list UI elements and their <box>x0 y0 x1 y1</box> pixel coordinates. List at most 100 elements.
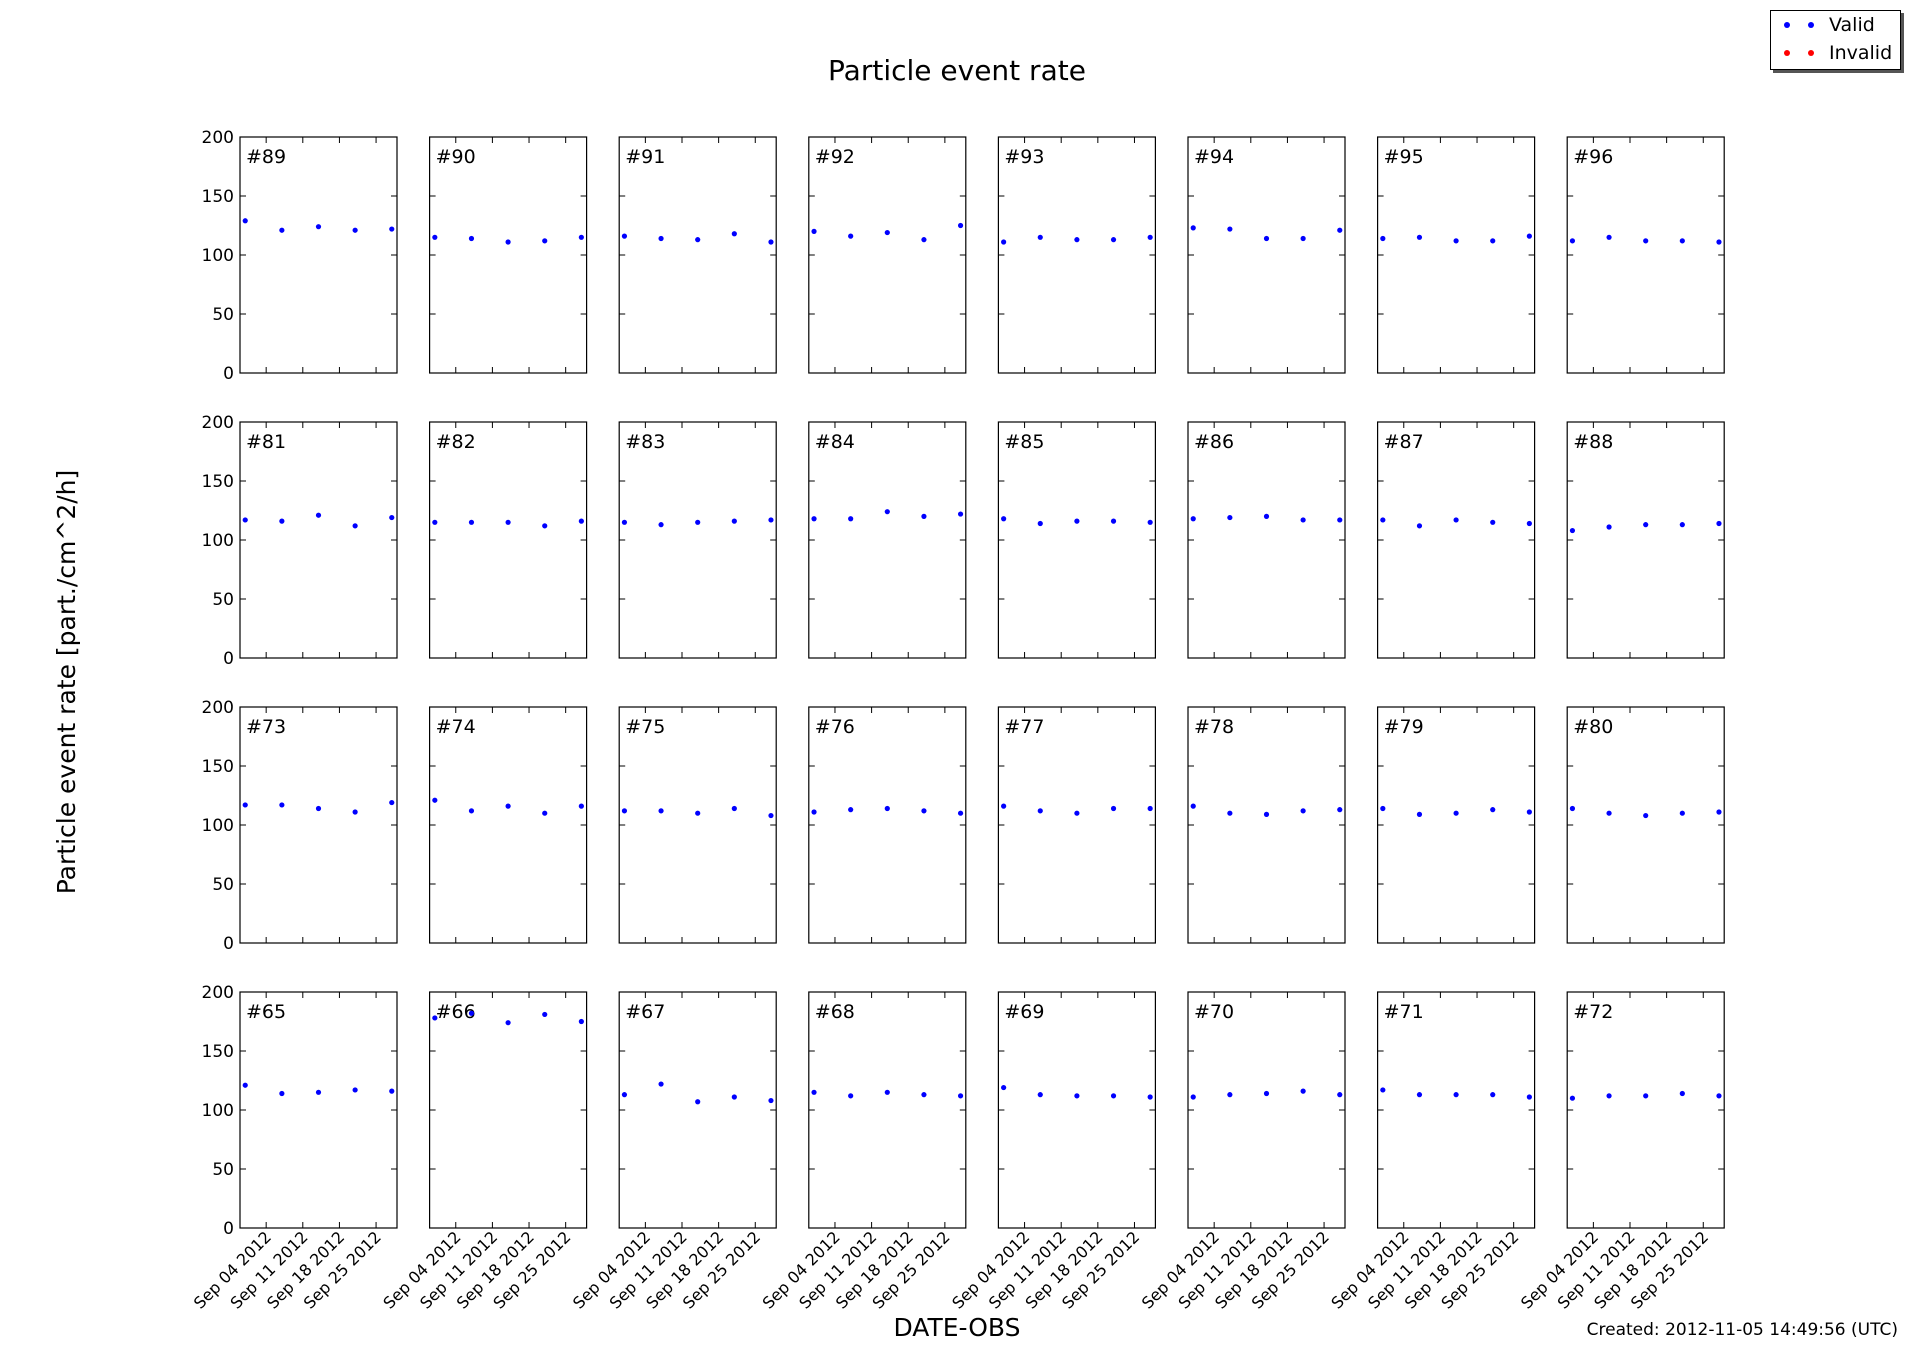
data-point <box>1453 1092 1459 1098</box>
created-timestamp: Created: 2012-11-05 14:49:56 (UTC) <box>1586 1320 1898 1340</box>
data-point <box>621 519 628 525</box>
panel-frame <box>239 421 398 659</box>
y-tick-label: 50 <box>212 590 234 610</box>
data-point <box>1526 809 1532 815</box>
panel-frame <box>618 991 777 1229</box>
panel-label: #84 <box>815 431 855 453</box>
data-point <box>468 808 475 814</box>
data-point <box>731 518 737 524</box>
panel: #85 <box>997 421 1157 659</box>
data-point <box>279 518 285 524</box>
panel: 0 50 100 150 200 #81 <box>202 413 398 669</box>
panel-label: #71 <box>1384 1001 1424 1023</box>
data-point <box>1337 807 1343 813</box>
panel: #95 <box>1376 136 1536 374</box>
data-point <box>1643 238 1649 244</box>
data-point <box>1110 237 1117 243</box>
data-point <box>242 802 248 808</box>
data-point <box>1643 812 1649 819</box>
panel-frame <box>1566 706 1725 944</box>
data-point <box>811 228 817 234</box>
y-tick-label: 100 <box>202 246 234 266</box>
x-axis-label: DATE-OBS <box>893 1313 1020 1342</box>
panel-label: #94 <box>1194 146 1234 168</box>
data-point <box>768 239 774 245</box>
panel: #75 <box>618 706 777 944</box>
panel-label: #88 <box>1573 431 1613 453</box>
data-point <box>1337 227 1343 233</box>
data-point <box>389 226 395 232</box>
panel-frame <box>1566 991 1725 1229</box>
y-tick-label: 50 <box>212 875 234 895</box>
chart-title: Particle event rate <box>828 54 1086 87</box>
data-point <box>389 514 395 521</box>
legend-label-invalid: Invalid <box>1829 42 1893 64</box>
data-point <box>505 519 511 525</box>
panel-label: #85 <box>1004 431 1044 453</box>
data-point <box>1110 805 1117 812</box>
data-point <box>432 797 438 803</box>
data-point <box>1380 1087 1386 1093</box>
panel-frame <box>1376 421 1536 659</box>
data-point <box>242 218 248 224</box>
data-point <box>1300 808 1306 814</box>
data-point <box>957 1093 964 1099</box>
panel: #92 <box>808 136 967 374</box>
data-point <box>505 239 511 245</box>
data-point <box>957 222 964 229</box>
data-point <box>1416 1092 1423 1098</box>
panel: 0 50 100 150 200 #89 <box>202 128 398 384</box>
data-point <box>695 519 701 525</box>
data-point <box>811 809 817 815</box>
data-point <box>352 227 358 233</box>
data-point <box>279 802 285 808</box>
panel: #82 <box>429 421 588 659</box>
data-point <box>1190 225 1196 231</box>
data-point <box>1526 1094 1532 1100</box>
data-point <box>578 234 584 240</box>
data-point <box>884 805 890 812</box>
panel-frame <box>1566 136 1725 374</box>
panel-frame <box>808 421 967 659</box>
data-point <box>1679 1090 1685 1097</box>
data-point <box>315 224 322 230</box>
panel: #93 <box>997 136 1157 374</box>
data-point <box>658 808 664 814</box>
data-point <box>1037 808 1043 814</box>
data-point <box>1227 226 1233 232</box>
panel-label: #75 <box>625 716 665 738</box>
y-tick-label: 150 <box>202 187 234 207</box>
panel-label: #68 <box>815 1001 855 1023</box>
data-point <box>432 234 438 240</box>
panel-frame <box>997 136 1157 374</box>
data-point <box>1380 805 1386 812</box>
data-point <box>1606 810 1612 816</box>
y-tick-label: 200 <box>202 413 234 433</box>
panel-frame <box>429 706 588 944</box>
panel-label: #73 <box>246 716 286 738</box>
data-point <box>921 237 927 243</box>
panel-label: #96 <box>1573 146 1613 168</box>
panel-frame <box>808 706 967 944</box>
data-point <box>1337 1092 1343 1098</box>
data-point <box>1606 1093 1612 1099</box>
panel: #96 <box>1566 136 1725 374</box>
data-point <box>1716 239 1722 245</box>
data-point <box>1490 238 1496 244</box>
y-tick-label: 150 <box>202 472 234 492</box>
data-point <box>242 517 248 523</box>
panel-frame <box>618 421 777 659</box>
data-point <box>658 1081 664 1087</box>
y-tick-label: 200 <box>202 983 234 1003</box>
data-point <box>1453 517 1459 523</box>
data-point <box>1037 234 1043 240</box>
data-point <box>1074 237 1080 243</box>
panel-frame <box>1187 991 1346 1229</box>
data-point <box>768 812 774 819</box>
panel-frame <box>1187 421 1346 659</box>
data-point <box>811 516 817 522</box>
data-point <box>1643 522 1649 528</box>
